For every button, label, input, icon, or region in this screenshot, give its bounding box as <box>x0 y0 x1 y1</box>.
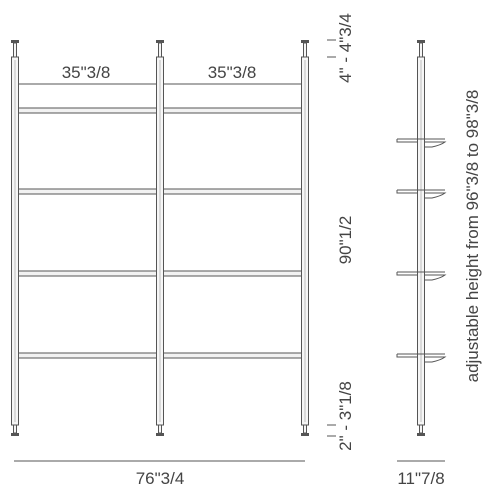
depth-label: 11"7/8 <box>397 469 444 488</box>
side-shelf <box>396 189 447 199</box>
front-pole-middle <box>156 40 164 436</box>
top-gap-label: 4" - 4"3/4 <box>336 13 355 83</box>
main-height-label: 90"1/2 <box>336 216 355 265</box>
front-view: 35"3/8 35"3/8 76"3/4 <box>11 40 309 488</box>
side-shelf <box>396 138 447 148</box>
front-pole-left <box>11 40 19 436</box>
bay-width-left-label: 35"3/8 <box>62 63 111 82</box>
bay-width-right-label: 35"3/8 <box>208 63 257 82</box>
adjustable-height-label: adjustable height from 96"3/8 to 98"3/8 <box>463 90 482 383</box>
front-pole-right <box>301 40 309 436</box>
bottom-gap-label: 2" - 3"1/8 <box>336 381 355 451</box>
total-width-label: 76"3/4 <box>136 469 185 488</box>
vertical-dimensions: 4" - 4"3/4 90"1/2 2" - 3"1/8 <box>327 13 355 451</box>
side-shelf <box>396 353 447 363</box>
side-shelf <box>396 271 447 281</box>
side-view: 11"7/8 adjustable height from 96"3/8 to … <box>396 40 482 488</box>
